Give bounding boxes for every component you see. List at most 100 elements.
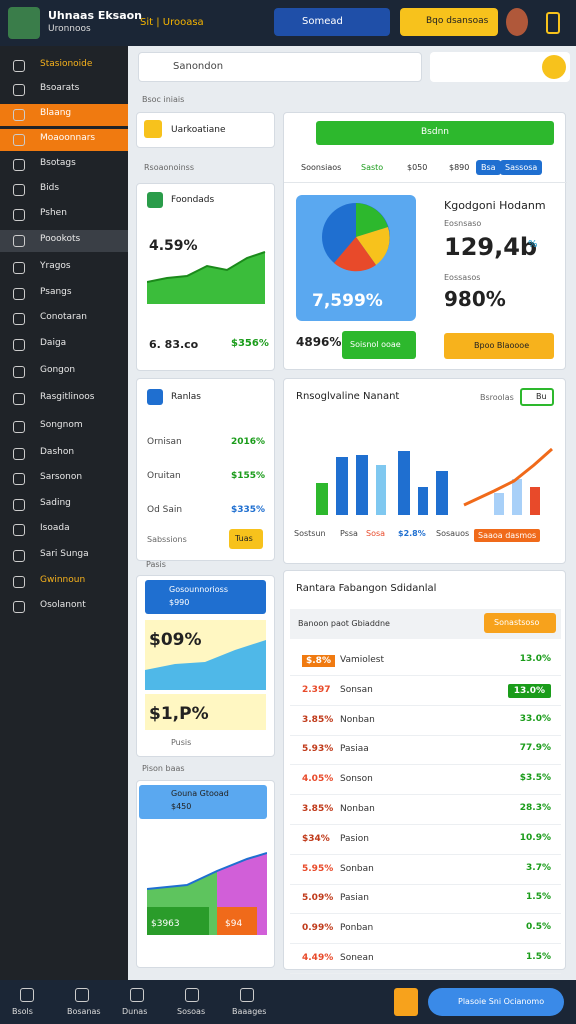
chart-toggle[interactable]: Bu bbox=[520, 388, 554, 406]
tab[interactable]: Sassosa bbox=[500, 160, 543, 175]
pie-chart bbox=[322, 203, 390, 272]
kpi-value: 980% bbox=[444, 287, 506, 311]
tab[interactable]: $890 bbox=[449, 163, 470, 172]
card-value: $09% bbox=[149, 630, 202, 650]
cell-change: $3.5% bbox=[519, 773, 551, 784]
cell-change: 33.0% bbox=[519, 713, 551, 724]
nav-label[interactable]: Yragos bbox=[40, 261, 71, 271]
user-avatar[interactable] bbox=[506, 8, 528, 36]
chart-foot-item: Sosauos bbox=[436, 529, 470, 538]
cell-name: Pasian bbox=[340, 893, 369, 904]
nav-label[interactable]: Poookots bbox=[40, 234, 81, 244]
cell-name: Nonban bbox=[340, 714, 375, 725]
bottom-icon[interactable] bbox=[185, 988, 199, 1002]
bottom-icon[interactable] bbox=[130, 988, 144, 1002]
bottom-icon[interactable] bbox=[20, 988, 34, 1002]
bottom-icon[interactable] bbox=[75, 988, 89, 1002]
nav-label[interactable]: Bids bbox=[40, 183, 60, 193]
nav-label[interactable]: Blaang bbox=[40, 108, 72, 118]
card-sub: $990 bbox=[169, 598, 190, 607]
bottom-icon[interactable] bbox=[240, 988, 254, 1002]
cell-name: Vamiolest bbox=[340, 655, 385, 665]
nav-label[interactable]: Gwinnoun bbox=[40, 575, 86, 585]
cell-change: 77.9% bbox=[519, 743, 551, 754]
profile-icon[interactable] bbox=[542, 55, 566, 79]
card-ranks: Ranlas Sabssions Tuas Ornisan 2016% Oruita… bbox=[136, 378, 275, 561]
nav-label[interactable]: Sari Sunga bbox=[40, 549, 89, 559]
menu-icon[interactable] bbox=[546, 12, 560, 34]
card-finance: Foondads 4.59% 6. 83.co $356% bbox=[136, 183, 275, 371]
bottom-label[interactable]: Bsols bbox=[12, 1007, 33, 1016]
bottom-label[interactable]: Dunas bbox=[122, 1007, 148, 1016]
nav-item[interactable] bbox=[0, 230, 128, 252]
card-value: $94 bbox=[225, 919, 243, 929]
nav-icon bbox=[13, 262, 25, 274]
bottom-label[interactable]: Bosanas bbox=[67, 1007, 101, 1016]
nav-item[interactable] bbox=[0, 129, 128, 151]
pie-value: 7,599% bbox=[312, 291, 383, 311]
table-row bbox=[290, 707, 561, 736]
cell-value: $.8% bbox=[302, 655, 335, 667]
dropdown[interactable]: Bsdnn bbox=[316, 121, 554, 145]
table-row bbox=[290, 796, 561, 825]
table-row bbox=[290, 677, 561, 706]
nav-label[interactable]: Bsotags bbox=[40, 158, 76, 168]
nav-label[interactable]: Sading bbox=[40, 498, 71, 508]
cell-value: $34% bbox=[302, 833, 330, 844]
pie-foot: 4896% bbox=[296, 335, 342, 349]
nav-label[interactable]: Stasionoide bbox=[40, 59, 93, 69]
card-header bbox=[139, 785, 267, 819]
nav-label[interactable]: Songnom bbox=[40, 420, 83, 430]
action-button[interactable]: Bqo dsansoas bbox=[400, 8, 498, 36]
nav-label[interactable]: Moaoonnars bbox=[40, 133, 96, 143]
nav-label[interactable]: Rasgitlinoos bbox=[40, 392, 95, 402]
search-bar[interactable]: Sanondon bbox=[138, 52, 422, 82]
nav-label[interactable]: Conotaran bbox=[40, 312, 87, 322]
cell-change: 1.5% bbox=[526, 952, 551, 962]
cell-value: 5.09% bbox=[302, 893, 334, 904]
card-foot-left: 6. 83.co bbox=[149, 338, 199, 351]
nav-label[interactable]: Bsoarats bbox=[40, 83, 80, 93]
cell-change: 3.7% bbox=[526, 862, 551, 873]
bottom-button[interactable]: Plasoie Sni Ocianomo bbox=[428, 988, 564, 1016]
nav-item[interactable] bbox=[0, 104, 128, 126]
bottom-label[interactable]: Baaages bbox=[232, 1007, 267, 1016]
app-subtitle: Uronnoos bbox=[48, 24, 91, 34]
nav-label[interactable]: Isoada bbox=[40, 523, 70, 533]
tab[interactable]: Sasto bbox=[361, 163, 384, 172]
nav-icon bbox=[13, 184, 25, 196]
header: Uhnaas Eksaon Uronnoos Sit | Urooasa Som… bbox=[0, 0, 576, 46]
nav-label[interactable]: Psangs bbox=[40, 287, 72, 297]
table-row bbox=[290, 885, 561, 915]
table-button[interactable]: Sonastsoso bbox=[484, 613, 556, 633]
nav-label[interactable]: Pshen bbox=[40, 208, 67, 218]
nav-icon bbox=[13, 473, 25, 485]
nav-label[interactable]: Osolanont bbox=[40, 600, 86, 610]
cell-name: Pasion bbox=[340, 833, 369, 844]
nav-label[interactable]: Gongon bbox=[40, 365, 76, 375]
chart-select[interactable]: Bsroolas bbox=[480, 393, 514, 402]
table-row bbox=[290, 647, 561, 676]
nav-icon bbox=[13, 601, 25, 613]
pie-button[interactable]: Soisnol ooae bbox=[342, 331, 416, 359]
bottom-label[interactable]: Sosoas bbox=[177, 1007, 206, 1016]
nav-label[interactable]: Dashon bbox=[40, 447, 75, 457]
search-button[interactable]: Somead bbox=[274, 8, 390, 36]
fab[interactable] bbox=[394, 988, 418, 1016]
pie-card: 7,599% bbox=[296, 195, 416, 321]
nav-label[interactable]: Daiga bbox=[40, 338, 67, 348]
nav-label[interactable]: Sarsonon bbox=[40, 472, 83, 482]
kpi-title: Kgodgoni Hodanm bbox=[444, 199, 546, 212]
tab[interactable]: $050 bbox=[407, 163, 428, 172]
nav-icon bbox=[13, 524, 25, 536]
tab[interactable]: Soonsiaos bbox=[301, 163, 342, 172]
cell-value: 4.49% bbox=[302, 953, 334, 963]
nav-icon bbox=[13, 550, 25, 562]
card-title: Ranlas bbox=[171, 392, 201, 402]
cell-name: Pasiaa bbox=[340, 744, 369, 755]
card-growth: Gosounnorioss $990 $09% $1,P% Pusis bbox=[136, 575, 275, 757]
card-button[interactable]: Tuas bbox=[229, 529, 263, 549]
cell-name: Sonsan bbox=[340, 684, 373, 695]
tab[interactable]: Bsa bbox=[476, 160, 501, 175]
kpi-button[interactable]: Bpoo Blaoooe bbox=[444, 333, 554, 359]
